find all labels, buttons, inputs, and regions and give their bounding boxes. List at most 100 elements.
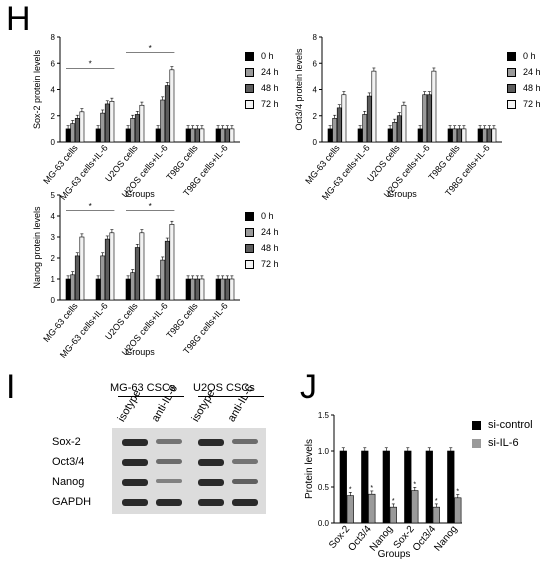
legend-row: 72 h — [507, 96, 541, 112]
legend-oct: 0 h 24 h 48 h 72 h — [507, 48, 541, 112]
legend-row: 24 h — [245, 224, 279, 240]
bar — [389, 506, 397, 524]
legend-row: si-control — [472, 416, 533, 434]
bar — [125, 128, 131, 143]
legend-row: 0 h — [245, 48, 279, 64]
bar — [74, 118, 80, 143]
bar — [491, 128, 497, 143]
bar — [417, 128, 423, 143]
legend-label: si-control — [488, 419, 533, 431]
bar — [199, 128, 205, 143]
legend-swatch — [245, 83, 254, 93]
y-tick-label: 8 — [313, 33, 318, 42]
significance-star: * — [456, 489, 459, 496]
bar — [461, 128, 467, 143]
bar — [109, 101, 115, 143]
bar — [70, 123, 76, 143]
legend-row: 72 h — [245, 96, 279, 112]
bar — [74, 255, 80, 301]
bar — [155, 278, 161, 301]
bar — [454, 497, 462, 524]
legend-row: 48 h — [245, 80, 279, 96]
legend-swatch — [245, 227, 254, 237]
x-axis-title: Groups — [387, 189, 417, 199]
significance-star: * — [89, 60, 92, 69]
legend-label: 48 h — [261, 243, 279, 253]
y-tick-label: 2 — [313, 112, 318, 121]
blot-group-header: MG-63 CSCs — [110, 382, 176, 394]
bar — [332, 118, 338, 143]
blot-row-label: Sox-2 — [52, 436, 81, 448]
blot-band — [232, 499, 258, 506]
bar — [432, 506, 440, 524]
bar — [194, 278, 200, 301]
bar — [486, 128, 492, 143]
bar — [134, 114, 140, 143]
blot-band — [156, 499, 182, 506]
y-tick-label: 0.5 — [318, 483, 330, 492]
y-tick-label: 0 — [51, 138, 56, 147]
bar — [371, 70, 377, 143]
legend-swatch — [245, 243, 254, 253]
y-axis-title: Nanog protein levels — [32, 206, 42, 289]
blot-band — [122, 459, 148, 466]
bar — [447, 450, 455, 524]
bar — [482, 128, 488, 143]
legend-label: 24 h — [523, 67, 541, 77]
y-tick-label: 4 — [51, 86, 56, 95]
legend-swatch — [245, 67, 254, 77]
bar — [422, 94, 428, 143]
bar — [199, 278, 205, 301]
legend-row: 24 h — [245, 64, 279, 80]
bar — [229, 128, 235, 143]
legend-swatch — [245, 211, 254, 221]
legend-swatch — [507, 51, 516, 61]
western-blot-image — [112, 428, 266, 514]
bar — [160, 259, 166, 301]
bar — [160, 99, 166, 143]
panel-label-j: J — [300, 368, 317, 406]
legend-label: 48 h — [261, 83, 279, 93]
bar — [104, 238, 110, 301]
legend-label: 72 h — [261, 99, 279, 109]
legend-row: si-IL-6 — [472, 434, 533, 452]
bar — [477, 128, 483, 143]
bar — [220, 278, 226, 301]
blot-group-underline — [198, 396, 264, 397]
bar — [426, 94, 432, 143]
bar — [109, 232, 115, 301]
y-tick-label: 2 — [51, 112, 56, 121]
bar — [341, 94, 347, 143]
bar — [215, 278, 221, 301]
y-tick-label: 1 — [51, 275, 56, 284]
bar — [104, 103, 110, 143]
legend-si: si-control si-IL-6 — [472, 416, 533, 452]
bar — [65, 128, 71, 143]
blot-group-underline — [118, 396, 184, 397]
y-tick-label: 6 — [313, 59, 318, 68]
legend-swatch — [507, 67, 516, 77]
bar — [79, 111, 85, 143]
y-tick-label: 6 — [51, 59, 56, 68]
y-axis-title: Oct3/4 protein levels — [294, 48, 304, 131]
bar — [392, 122, 398, 143]
bar — [155, 128, 161, 143]
legend-label: 72 h — [261, 259, 279, 269]
blot-band — [122, 499, 148, 506]
bar — [65, 278, 71, 301]
bar — [164, 85, 170, 143]
significance-star: * — [149, 202, 152, 211]
legend-label: 0 h — [261, 211, 274, 221]
bar — [134, 247, 140, 301]
bar — [70, 274, 76, 301]
legend-row: 48 h — [507, 80, 541, 96]
blot-band-row — [112, 432, 266, 452]
legend-label: 48 h — [523, 83, 541, 93]
bar — [396, 115, 402, 143]
x-tick-label: Nanog — [432, 524, 459, 554]
bar — [125, 278, 131, 301]
legend-swatch — [245, 259, 254, 269]
bar — [336, 107, 342, 143]
bar — [411, 490, 419, 524]
